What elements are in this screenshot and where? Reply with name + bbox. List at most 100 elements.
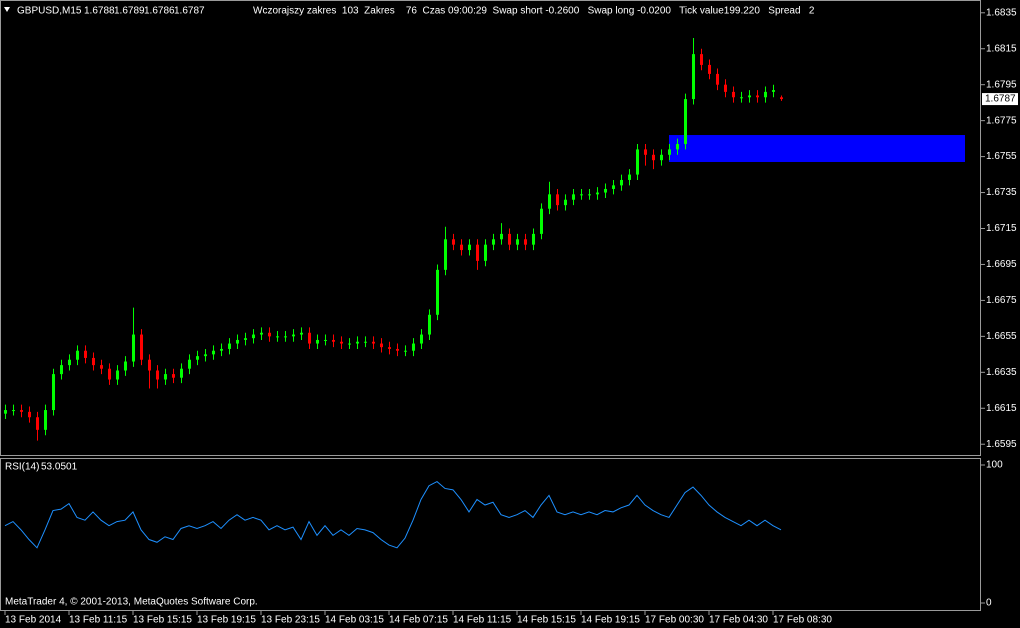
- candle-body: [44, 410, 47, 430]
- candle-body: [156, 370, 159, 380]
- candle-body: [36, 417, 39, 430]
- x-tick-label: 17 Feb 00:30: [645, 615, 704, 626]
- y-tick-label: 1.6835: [986, 7, 1017, 18]
- candle-body: [708, 64, 711, 74]
- price-marker: [982, 93, 1018, 106]
- candle-body: [460, 244, 463, 251]
- candle-body: [580, 194, 583, 196]
- y-tick-label: 1.6755: [986, 151, 1017, 162]
- candle-body: [644, 149, 647, 155]
- candle-body: [76, 350, 79, 360]
- y-tick-label: 1.6635: [986, 367, 1017, 378]
- y-tick-label: 0: [986, 598, 992, 609]
- candle-body: [300, 332, 303, 335]
- candle-body: [772, 90, 775, 92]
- candle-body: [268, 332, 271, 337]
- y-tick-label: 1.6655: [986, 331, 1017, 342]
- candle-body: [356, 341, 359, 344]
- candle-body: [380, 343, 383, 348]
- candle-body: [420, 334, 423, 344]
- candle-body: [220, 348, 223, 351]
- candle-body: [612, 185, 615, 189]
- rsi-value: 53.0501: [41, 462, 78, 473]
- symbol: GBPUSD,M15: [17, 6, 82, 17]
- candle-body: [652, 154, 655, 161]
- x-tick-label: 13 Feb 15:15: [133, 615, 192, 626]
- y-tick-label: 1.6795: [986, 79, 1017, 90]
- candle-body: [700, 54, 703, 65]
- candle-body: [284, 336, 287, 338]
- candle-body: [108, 368, 111, 380]
- x-tick-label: 13 Feb 11:15: [69, 615, 128, 626]
- candle-body: [636, 149, 639, 175]
- candle-body: [260, 332, 263, 335]
- candle-body: [308, 332, 311, 344]
- candle-body: [540, 208, 543, 234]
- candle-body: [252, 334, 255, 339]
- candle-body: [196, 356, 199, 360]
- menu-arrow[interactable]: [4, 7, 10, 12]
- x-tick-label: 14 Feb 11:15: [453, 615, 512, 626]
- candle-body: [228, 343, 231, 349]
- candle-body: [516, 239, 519, 245]
- candle-body: [148, 359, 151, 371]
- x-tick-label: 17 Feb 04:30: [709, 615, 768, 626]
- candle-body: [748, 95, 751, 98]
- ohlc-high: 1.6789: [114, 6, 145, 17]
- candle-body: [476, 244, 479, 261]
- candle-body: [164, 374, 167, 380]
- y-tick-label: 1.6735: [986, 187, 1017, 198]
- candle-body: [444, 239, 447, 270]
- candle-body: [212, 350, 215, 355]
- candle-body: [244, 338, 247, 340]
- y-tick-label: 1.6775: [986, 115, 1017, 126]
- candle-body: [668, 149, 671, 155]
- candle-body: [4, 410, 7, 414]
- ohlc-open: 1.6788: [84, 6, 115, 17]
- candle-body: [372, 341, 375, 344]
- candle-body: [180, 368, 183, 378]
- candle-body: [92, 357, 95, 366]
- main-panel-frame: [0, 0, 981, 456]
- candle-body: [428, 314, 431, 335]
- rsi-panel-frame: [0, 458, 981, 611]
- candle-body: [316, 339, 319, 344]
- ohlc-low: 1.6786: [144, 6, 175, 17]
- y-tick-label: 1.6715: [986, 223, 1017, 234]
- candle-body: [332, 339, 335, 342]
- candle-body: [564, 199, 567, 206]
- candle-body: [276, 336, 279, 338]
- candle-body: [692, 54, 695, 100]
- candle-body: [364, 341, 367, 343]
- x-tick-label: 14 Feb 03:15: [325, 615, 384, 626]
- candle-body: [500, 233, 503, 240]
- candle-body: [684, 99, 687, 145]
- candle-body: [724, 84, 727, 92]
- y-tick-label: 100: [986, 460, 1003, 471]
- candle-body: [676, 144, 679, 150]
- candle-body: [28, 411, 31, 418]
- candle-body: [764, 91, 767, 98]
- candle-body: [204, 354, 207, 357]
- candle-body: [596, 192, 599, 195]
- footer: MetaTrader 4, © 2001-2013, MetaQuotes So…: [5, 597, 258, 608]
- candle-body: [124, 361, 127, 371]
- y-tick-label: 1.6695: [986, 259, 1017, 270]
- candle-body: [716, 73, 719, 85]
- candle-body: [532, 233, 535, 245]
- candle-body: [628, 174, 631, 180]
- candle-body: [388, 347, 391, 349]
- candle-body: [188, 359, 191, 369]
- candle-body: [52, 374, 55, 411]
- candle-body: [548, 194, 551, 209]
- candle-body: [620, 179, 623, 186]
- y-tick-label: 1.6815: [986, 43, 1017, 54]
- candle-body: [732, 91, 735, 98]
- candle-body: [340, 341, 343, 344]
- candle-body: [468, 244, 471, 251]
- x-tick-label: 14 Feb 07:15: [389, 615, 448, 626]
- candle-body: [588, 194, 591, 196]
- candle-body: [60, 365, 63, 375]
